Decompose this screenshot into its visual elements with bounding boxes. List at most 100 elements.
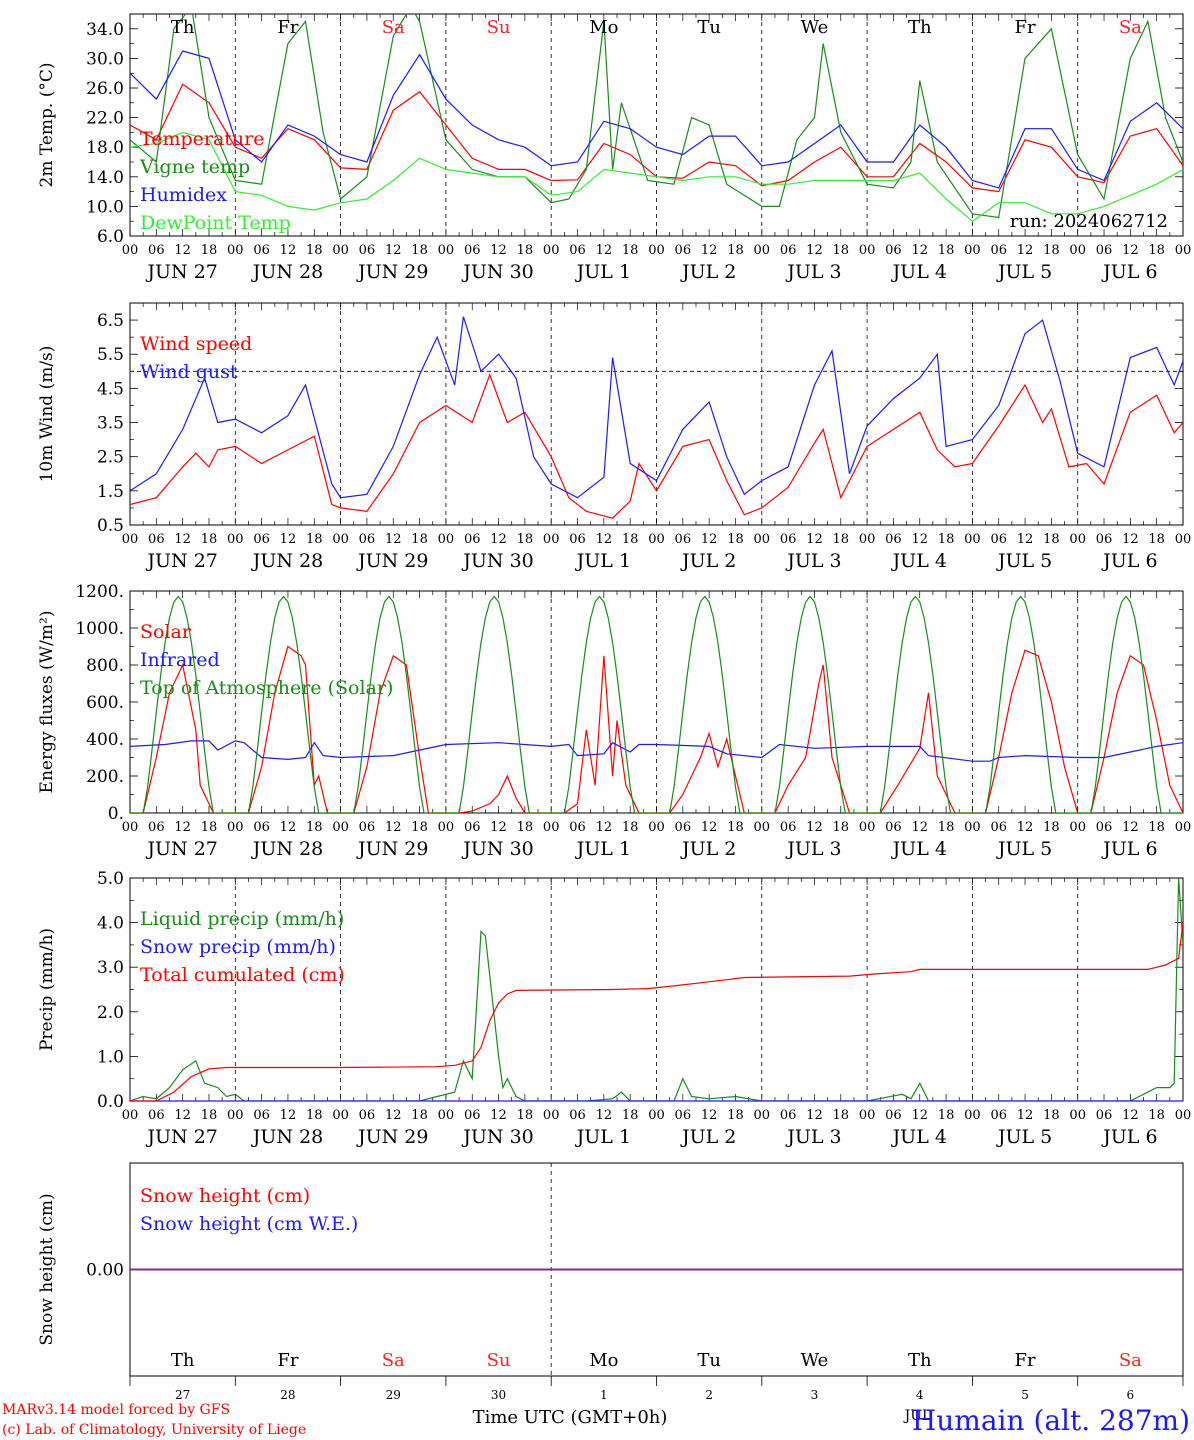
x-hour-label: 06 (1096, 532, 1113, 547)
x-date-label: JUN 28 (251, 550, 323, 572)
x-hour-label: 00 (1069, 820, 1086, 835)
y-tick-label: 1.5 (97, 482, 124, 502)
x-hour-label: 00 (964, 243, 981, 258)
x-hour-label: 18 (411, 532, 428, 547)
x-hour-label: 00 (754, 820, 771, 835)
x-hour-label: 00 (754, 532, 771, 547)
x-hour-label: 12 (1017, 1108, 1034, 1123)
x-hour-label: 12 (911, 820, 928, 835)
x-date-label: JUL 3 (785, 838, 841, 860)
x-hour-label: 18 (201, 820, 218, 835)
x-hour-label: 18 (1043, 532, 1060, 547)
panel-energy: 0. 200. 400. 600. 800. 1000. 1200. Energy fluxe… (37, 582, 1191, 860)
x-hour-label: 12 (490, 820, 507, 835)
legend-entry: Temperature (140, 128, 264, 150)
x-hour-label: 18 (833, 532, 850, 547)
legend-entry: DewPoint Temp (140, 212, 291, 234)
x-hour-label: 06 (464, 1108, 481, 1123)
series-line-liquid-precip-mm-h- (130, 878, 1183, 1101)
x-hour-label: 18 (622, 1108, 639, 1123)
x-hour-label: 00 (1175, 243, 1192, 258)
x-hour-label: 12 (174, 532, 191, 547)
day-abbr: Th (908, 17, 932, 38)
x-date-label: JUN 27 (145, 261, 217, 283)
x-hour-label: 12 (174, 1108, 191, 1123)
day-abbr: Fr (277, 17, 298, 38)
x-hour-label: 12 (280, 820, 297, 835)
y-tick-label: 1000. (75, 619, 124, 639)
legend-entry: Wind gust (140, 361, 238, 383)
y-tick-label: 400. (86, 730, 124, 750)
x-date-label: JUL 5 (996, 838, 1052, 860)
day-abbr: We (801, 17, 829, 38)
day-abbr: Th (171, 17, 195, 38)
x-hour-label: 12 (385, 1108, 402, 1123)
y-tick-label: 34.0 (86, 20, 124, 40)
day-number: 29 (386, 1388, 401, 1402)
x-hour-label: 06 (359, 1108, 376, 1123)
x-hour-label: 12 (596, 820, 613, 835)
x-date-label: JUL 5 (996, 550, 1052, 572)
x-hour-label: 18 (306, 820, 323, 835)
x-hour-label: 18 (1148, 1108, 1165, 1123)
x-date-label: JUN 29 (356, 838, 428, 860)
x-hour-label: 12 (596, 243, 613, 258)
day-abbr: Su (487, 17, 511, 38)
y-tick-label: 6.5 (97, 311, 124, 331)
day-abbr: Fr (1015, 1350, 1036, 1371)
day-abbr: Mo (589, 1350, 618, 1371)
x-date-label: JUL 3 (785, 550, 841, 572)
x-hour-label: 06 (464, 532, 481, 547)
legend-entry: Top of Atmosphere (Solar) (140, 677, 393, 699)
series-line-humidex (130, 50, 1183, 189)
x-hour-label: 06 (1096, 820, 1113, 835)
x-hour-label: 18 (622, 820, 639, 835)
x-hour-label: 18 (517, 243, 534, 258)
credit-line-1: MARv3.14 model forced by GFS (2, 1402, 230, 1418)
day-number: 4 (916, 1388, 924, 1402)
x-hour-label: 18 (201, 532, 218, 547)
x-hour-label: 00 (227, 1108, 244, 1123)
y-tick-label: 22.0 (86, 109, 124, 129)
y-tick-label: 3.0 (97, 958, 124, 978)
credit-line-2: (c) Lab. of Climatology, University of L… (2, 1422, 306, 1438)
x-hour-label: 18 (833, 1108, 850, 1123)
x-hour-label: 06 (1096, 1108, 1113, 1123)
panel-precip: 0.0 1.0 2.0 3.0 4.0 5.0 Precip (mm/h) Liquid pr… (37, 869, 1191, 1148)
station-label: Humain (alt. 287m) (912, 1404, 1190, 1437)
x-hour-label: 06 (990, 1108, 1007, 1123)
x-hour-label: 12 (806, 1108, 823, 1123)
x-hour-label: 18 (1043, 1108, 1060, 1123)
x-date-label: JUL 6 (1101, 550, 1157, 572)
x-hour-label: 12 (1122, 532, 1139, 547)
x-hour-label: 00 (438, 1108, 455, 1123)
x-hour-label: 12 (701, 820, 718, 835)
x-date-label: JUN 29 (356, 550, 428, 572)
x-hour-label: 12 (490, 1108, 507, 1123)
x-hour-label: 00 (964, 820, 981, 835)
day-abbr: Sa (382, 17, 405, 38)
x-hour-label: 06 (253, 1108, 270, 1123)
legend-entry: Snow height (cm W.E.) (140, 1213, 358, 1235)
day-abbr: Th (171, 1350, 195, 1371)
x-hour-label: 12 (280, 243, 297, 258)
y-tick-label: 0. (108, 804, 124, 824)
x-hour-label: 12 (806, 820, 823, 835)
x-hour-label: 06 (569, 820, 586, 835)
x-hour-label: 18 (411, 243, 428, 258)
x-date-label: JUL 6 (1101, 261, 1157, 283)
x-hour-label: 06 (675, 820, 692, 835)
y-tick-label: 800. (86, 656, 124, 676)
x-hour-label: 12 (1017, 532, 1034, 547)
x-date-label: JUL 4 (891, 1126, 947, 1148)
x-hour-label: 18 (1148, 820, 1165, 835)
x-hour-label: 06 (464, 243, 481, 258)
x-date-label: JUN 30 (461, 550, 533, 572)
x-hour-label: 18 (1148, 532, 1165, 547)
y-axis-label: 2m Temp. (°C) (37, 62, 57, 187)
x-hour-label: 06 (780, 1108, 797, 1123)
x-hour-label: 00 (122, 532, 139, 547)
x-date-label: JUL 2 (680, 838, 736, 860)
x-hour-label: 06 (569, 243, 586, 258)
y-tick-label: 600. (86, 693, 124, 713)
